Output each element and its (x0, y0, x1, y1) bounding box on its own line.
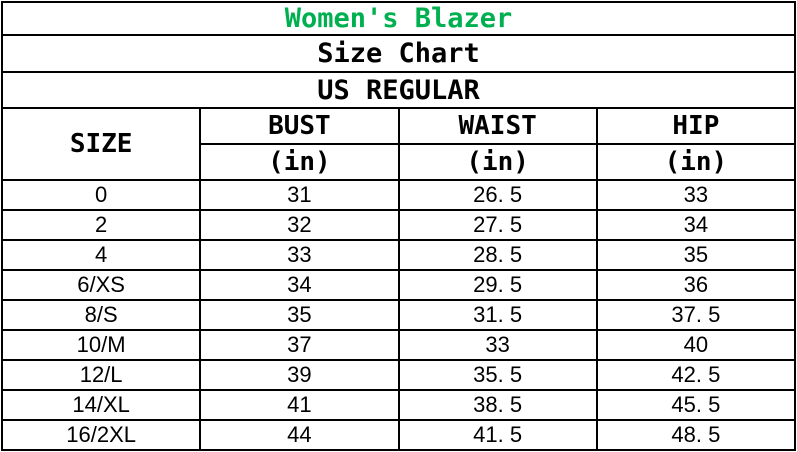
cell-waist: 35. 5 (397, 359, 598, 391)
cell-size: 10/M (0, 329, 202, 361)
cell-hip: 45. 5 (595, 389, 797, 421)
subtitle-row: Size Chart (1, 34, 796, 73)
cell-hip: 36 (595, 269, 797, 301)
cell-waist: 29. 5 (397, 269, 598, 301)
cell-bust: 35 (199, 299, 400, 331)
cell-hip: 48. 5 (595, 419, 797, 451)
table-row: 2 32 27. 5 34 (0, 209, 797, 241)
col-header-hip: HIP (595, 107, 797, 145)
cell-bust: 34 (199, 269, 400, 301)
table-row: 14/XL 41 38. 5 45. 5 (0, 389, 797, 421)
cell-hip: 37. 5 (595, 299, 797, 331)
cell-waist: 31. 5 (397, 299, 598, 331)
table-row: 0 31 26. 5 33 (0, 179, 797, 211)
cell-bust: 41 (199, 389, 400, 421)
header-row-labels: SIZE BUST WAIST HIP (0, 107, 797, 181)
cell-bust: 44 (199, 419, 400, 451)
cell-waist: 27. 5 (397, 209, 598, 241)
cell-size: 6/XS (0, 269, 202, 301)
cell-bust: 32 (199, 209, 400, 241)
cell-size: 8/S (0, 299, 202, 331)
cell-hip: 35 (595, 239, 797, 271)
table-row: 8/S 35 31. 5 37. 5 (0, 299, 797, 331)
cell-waist: 28. 5 (397, 239, 598, 271)
cell-bust: 37 (199, 329, 400, 361)
cell-waist: 33 (397, 329, 598, 361)
table-row: 4 33 28. 5 35 (0, 239, 797, 271)
cell-size: 4 (0, 239, 202, 271)
cell-size: 14/XL (0, 389, 202, 421)
table-row: 12/L 39 35. 5 42. 5 (0, 359, 797, 391)
cell-bust: 31 (199, 179, 400, 211)
cell-bust: 39 (199, 359, 400, 391)
header-row-units: (in) (in) (in) (2, 143, 797, 181)
unit-waist: (in) (397, 143, 598, 181)
table-row: 6/XS 34 29. 5 36 (0, 269, 797, 301)
unit-hip: (in) (595, 143, 797, 181)
cell-size: 0 (0, 179, 202, 211)
cell-bust: 33 (199, 239, 400, 271)
cell-hip: 42. 5 (595, 359, 797, 391)
cell-size: 12/L (0, 359, 202, 391)
cell-waist: 38. 5 (397, 389, 598, 421)
cell-size: 2 (0, 209, 202, 241)
chart-subtitle: Size Chart (1, 34, 796, 73)
unit-bust: (in) (199, 143, 400, 181)
cell-waist: 26. 5 (397, 179, 598, 211)
standard-row: US REGULAR (1, 71, 796, 109)
cell-hip: 34 (595, 209, 797, 241)
cell-hip: 33 (595, 179, 797, 211)
col-header-bust: BUST (199, 107, 400, 145)
table-row: 16/2XL 44 41. 5 48. 5 (0, 419, 797, 451)
cell-hip: 40 (595, 329, 797, 361)
col-header-waist: WAIST (397, 107, 598, 145)
col-header-size: SIZE (0, 107, 202, 181)
cell-waist: 41. 5 (397, 419, 598, 451)
cell-size: 16/2XL (0, 419, 202, 451)
product-title: Women's Blazer (1, 1, 796, 36)
title-row: Women's Blazer (1, 1, 796, 36)
table-row: 10/M 37 33 40 (0, 329, 797, 361)
sizing-standard: US REGULAR (1, 71, 796, 109)
